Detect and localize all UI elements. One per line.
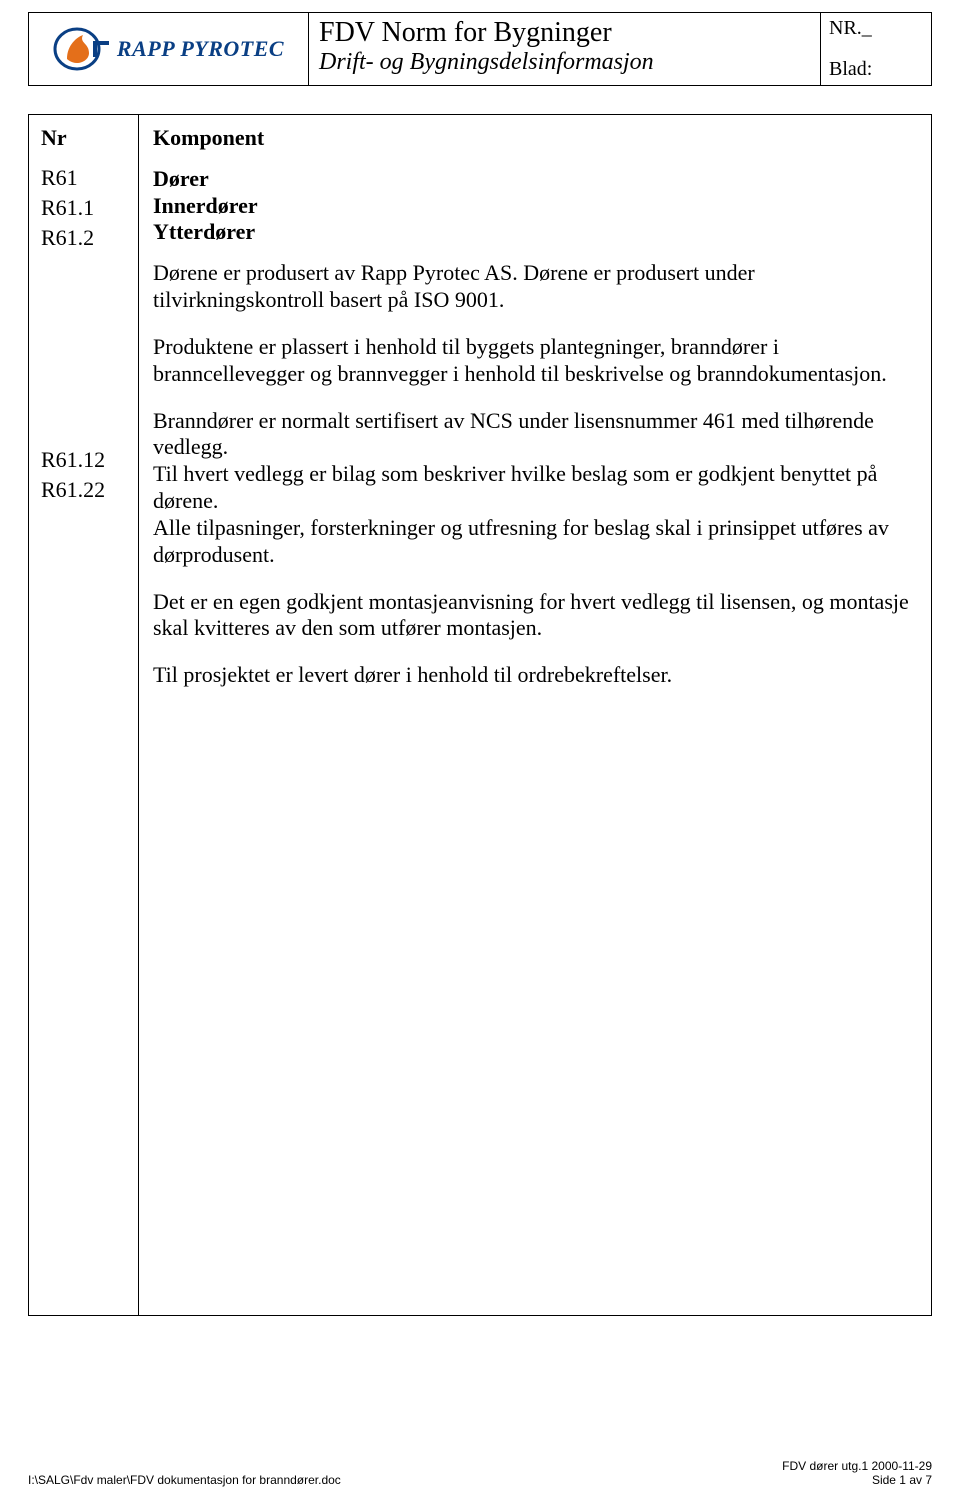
header-nr-label: NR._ (829, 17, 923, 40)
logo: RAPP PYROTEC (53, 27, 284, 71)
paragraph-3: Branndører er normalt sertifisert av NCS… (153, 408, 917, 569)
footer-page: Side 1 av 7 (782, 1473, 932, 1487)
footer-right: FDV dører utg.1 2000-11-29 Side 1 av 7 (782, 1459, 932, 1487)
header-logo-cell: RAPP PYROTEC (29, 13, 309, 85)
nr-r61-2: R61.2 (41, 225, 126, 251)
column-nr: Nr R61 R61.1 R61.2 R61.12 R61.22 (29, 115, 139, 1315)
nr-heading: Nr (41, 125, 126, 151)
footer-version: FDV dører utg.1 2000-11-29 (782, 1459, 932, 1473)
footer: I:\SALG\Fdv maler\FDV dokumentasjon for … (28, 1459, 932, 1487)
nr-r61-22: R61.22 (41, 477, 126, 503)
header-title-main: FDV Norm for Bygninger (319, 17, 810, 49)
footer-path: I:\SALG\Fdv maler\FDV dokumentasjon for … (28, 1473, 341, 1487)
header-title-sub: Drift- og Bygningsdelsinformasjon (319, 49, 810, 76)
logo-brand-sub: PYROTEC (180, 36, 284, 61)
paragraph-5: Til prosjektet er levert dører i henhold… (153, 662, 917, 689)
header-blad-label: Blad: (829, 58, 923, 81)
row-innerdorer: Innerdører (153, 193, 917, 220)
row-dorer: Dører (153, 166, 917, 193)
header: RAPP PYROTEC FDV Norm for Bygninger Drif… (28, 12, 932, 86)
paragraph-4: Det er en egen godkjent montasjeanvisnin… (153, 589, 917, 643)
logo-text: RAPP PYROTEC (117, 36, 284, 62)
paragraph-2: Produktene er plassert i henhold til byg… (153, 334, 917, 388)
header-right-cell: NR._ Blad: (821, 13, 931, 85)
nr-r61-12: R61.12 (41, 447, 126, 473)
main-table: Nr R61 R61.1 R61.2 R61.12 R61.22 Kompone… (28, 114, 932, 1316)
logo-brand-main: RAPP (117, 36, 174, 61)
nr-r61: R61 (41, 165, 126, 191)
komponent-heading: Komponent (153, 125, 917, 152)
nr-r61-1: R61.1 (41, 195, 126, 221)
row-ytterdorer: Ytterdører (153, 219, 917, 246)
paragraph-1: Dørene er produsert av Rapp Pyrotec AS. … (153, 260, 917, 314)
column-komponent: Komponent Dører Innerdører Ytterdører Dø… (139, 115, 931, 1315)
header-title-cell: FDV Norm for Bygninger Drift- og Bygning… (309, 13, 821, 85)
logo-icon (53, 27, 111, 71)
